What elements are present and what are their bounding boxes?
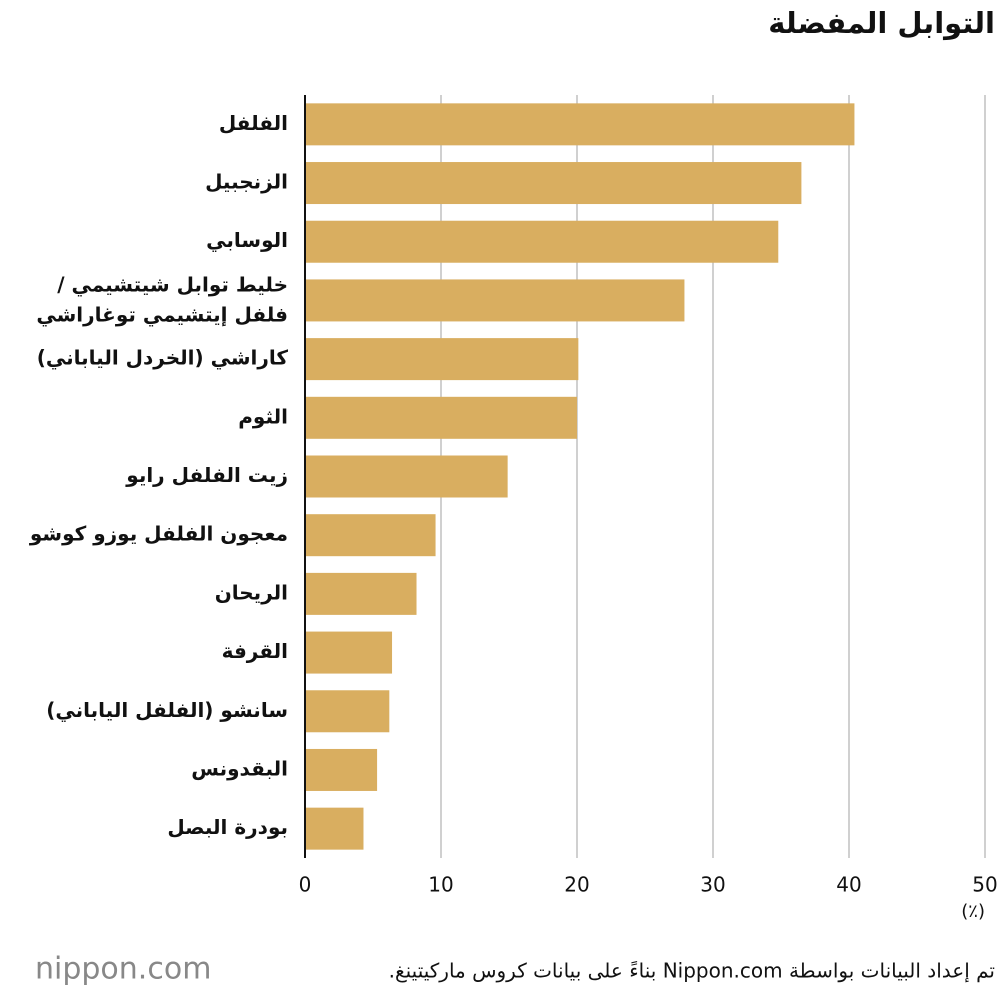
source-note: تم إعداد البيانات بواسطة Nippon.com بناء… xyxy=(389,959,995,984)
y-tick-label: الريحان xyxy=(215,580,288,604)
logo: nippon.com xyxy=(35,952,211,987)
y-tick-label: الفلفل xyxy=(219,111,288,135)
x-tick-label: 20 xyxy=(564,873,589,897)
y-tick-label: زيت الفلفل رايو xyxy=(125,463,288,487)
x-tick-label: 30 xyxy=(700,873,725,897)
x-tick-label: 0 xyxy=(299,873,312,897)
bar xyxy=(305,807,364,850)
y-tick-label: معجون الفلفل يوزو كوشو xyxy=(29,522,288,546)
bar xyxy=(305,162,802,205)
y-tick-label: خليط توابل شيتشيمي / فلفل إيتشيمي توغاراش… xyxy=(36,272,288,327)
bar xyxy=(305,338,579,381)
y-tick-label: القرفة xyxy=(222,639,288,663)
y-tick-label: كاراشي (الخردل الياباني) xyxy=(37,346,289,371)
x-tick-label: 10 xyxy=(428,873,453,897)
bar xyxy=(305,396,577,439)
y-tick-label: بودرة البصل xyxy=(167,815,288,839)
chart-title: التوابل المفضلة xyxy=(768,6,995,40)
bar xyxy=(305,748,378,791)
bar xyxy=(305,220,779,263)
bar xyxy=(305,455,508,498)
x-tick-label: 50 xyxy=(972,873,997,897)
y-tick-label: البقدونس xyxy=(191,756,288,780)
bar xyxy=(305,514,436,557)
bar xyxy=(305,103,855,146)
y-tick-label: الوسابي xyxy=(206,228,288,253)
y-tick-label: سانشو (الفلفل الياباني) xyxy=(46,698,288,723)
x-unit: (٪) xyxy=(961,901,985,922)
bar xyxy=(305,279,685,322)
x-tick-label: 40 xyxy=(836,873,861,897)
bar xyxy=(305,572,417,615)
bar xyxy=(305,631,393,674)
y-tick-label: الزنجبيل xyxy=(205,170,288,194)
y-tick-label: الثوم xyxy=(238,404,288,428)
bar xyxy=(305,690,390,733)
